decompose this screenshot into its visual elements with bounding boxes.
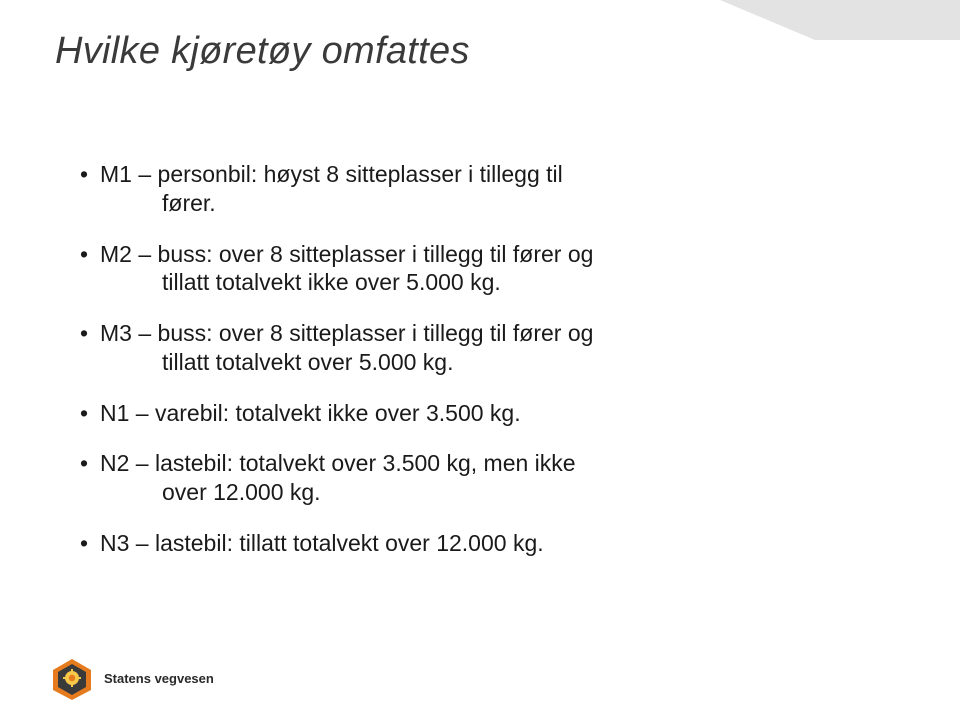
statens-vegvesen-logo-icon <box>50 656 94 700</box>
bullet-text-cont: fører. <box>100 189 840 218</box>
brand-name: Statens vegvesen <box>104 671 214 686</box>
bullet-text-cont: over 12.000 kg. <box>100 478 840 507</box>
bullet-text: M1 – personbil: høyst 8 sitteplasser i t… <box>100 161 563 187</box>
header-wedge-decoration <box>660 0 960 110</box>
bullet-text: M2 – buss: over 8 sitteplasser i tillegg… <box>100 241 593 267</box>
bullet-text: M3 – buss: over 8 sitteplasser i tillegg… <box>100 320 593 346</box>
bullet-text-cont: tillatt totalvekt over 5.000 kg. <box>100 348 840 377</box>
bullet-n2: N2 – lastebil: totalvekt over 3.500 kg, … <box>80 449 840 507</box>
bullet-m3: M3 – buss: over 8 sitteplasser i tillegg… <box>80 319 840 377</box>
bullet-n3: N3 – lastebil: tillatt totalvekt over 12… <box>80 529 840 558</box>
slide-title: Hvilke kjøretøy omfattes <box>55 30 470 73</box>
slide-header: Hvilke kjøretøy omfattes <box>0 0 960 150</box>
slide-content: M1 – personbil: høyst 8 sitteplasser i t… <box>80 160 840 580</box>
bullet-m1: M1 – personbil: høyst 8 sitteplasser i t… <box>80 160 840 218</box>
bullet-text: N2 – lastebil: totalvekt over 3.500 kg, … <box>100 450 576 476</box>
bullet-text: N3 – lastebil: tillatt totalvekt over 12… <box>100 530 544 556</box>
bullet-text-cont: tillatt totalvekt ikke over 5.000 kg. <box>100 268 840 297</box>
bullet-text: N1 – varebil: totalvekt ikke over 3.500 … <box>100 400 521 426</box>
slide-footer: Statens vegvesen <box>50 656 214 700</box>
bullet-m2: M2 – buss: over 8 sitteplasser i tillegg… <box>80 240 840 298</box>
bullet-n1: N1 – varebil: totalvekt ikke over 3.500 … <box>80 399 840 428</box>
slide: Hvilke kjøretøy omfattes M1 – personbil:… <box>0 0 960 720</box>
